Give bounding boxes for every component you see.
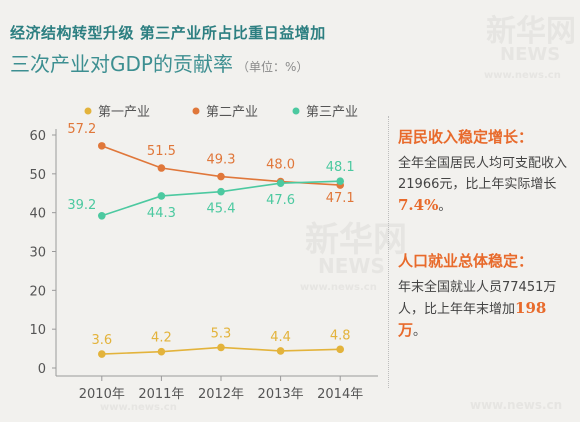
chart-legend: 第一产业 第二产业 第三产业 xyxy=(84,105,358,120)
y-tick-label: 0 xyxy=(38,362,46,377)
x-tick-label: 2012年 xyxy=(198,387,244,402)
data-point xyxy=(217,343,225,352)
employment-highlight: 198万 xyxy=(398,299,547,339)
x-tick-label: 2010年 xyxy=(79,387,125,402)
data-label: 47.6 xyxy=(266,193,295,208)
chart-series: 3.6 4.2 5.3 4.4 4.8 57.2 51.5 49.3 48.0 47.1 39.2 4… xyxy=(67,122,355,358)
legend-marker xyxy=(192,107,200,115)
data-label: 57.2 xyxy=(67,122,96,137)
data-label: 4.2 xyxy=(151,331,172,346)
legend-marker xyxy=(84,107,92,115)
data-label: 47.1 xyxy=(326,191,355,206)
watermark-url: www.news.cn xyxy=(470,398,563,412)
data-label: 49.3 xyxy=(207,153,236,168)
data-point xyxy=(276,347,285,355)
data-point xyxy=(157,164,166,172)
page-title: 经济结构转型升级 第三产业所占比重日益增加 xyxy=(10,24,326,42)
data-label: 45.4 xyxy=(207,202,236,217)
data-point xyxy=(276,179,285,187)
y-tick-label: 10 xyxy=(29,323,46,338)
chart-axes: 0 10 20 30 40 50 60 2010年 2011年 2012年 2013年 2014年 xyxy=(29,129,378,402)
watermark-brand: NEWS xyxy=(500,44,561,65)
legend-label: 第一产业 xyxy=(98,105,150,120)
income-heading: 居民收入稳定增长： xyxy=(398,128,534,146)
income-block: 居民收入稳定增长： 全年全国居民人均可支配收入21966元，比上年实际增长 7.4… xyxy=(398,126,573,217)
data-point xyxy=(157,347,166,356)
y-tick-label: 50 xyxy=(29,168,46,183)
data-point xyxy=(157,192,166,200)
y-tick-label: 30 xyxy=(29,246,46,261)
income-text-b: 。 xyxy=(438,199,452,214)
data-point xyxy=(98,211,106,220)
employment-text-a: 年末全国就业人员77451万人，比上年年末增加 xyxy=(398,280,557,317)
watermark-url: www.news.cn xyxy=(484,70,561,81)
x-tick-label: 2011年 xyxy=(138,387,184,402)
data-label: 5.3 xyxy=(211,326,232,341)
employment-block: 人口就业总体稳定： 年末全国就业人员77451万人，比上年年末增加198万。 xyxy=(398,250,573,342)
data-point xyxy=(98,350,106,358)
y-tick-label: 20 xyxy=(29,284,46,299)
data-label: 4.4 xyxy=(270,330,291,345)
data-point xyxy=(336,345,345,354)
data-label: 3.6 xyxy=(91,333,112,348)
data-label: 4.8 xyxy=(330,328,351,343)
x-tick-label: 2014年 xyxy=(317,387,363,402)
data-point xyxy=(98,142,106,150)
legend-label: 第三产业 xyxy=(306,105,358,120)
data-label: 48.1 xyxy=(326,160,355,175)
income-highlight: 7.4% xyxy=(398,196,439,214)
data-label: 51.5 xyxy=(147,144,176,159)
x-tick-label: 2013年 xyxy=(258,387,304,402)
line-chart: 第一产业 第二产业 第三产业 0 10 20 30 40 50 60 2010年 2011年 2012… xyxy=(29,105,378,402)
chart-title-text: 三次产业对GDP的贡献率 xyxy=(10,52,233,76)
income-text: 全年全国居民人均可支配收入21966元，比上年实际增长 7.4%。 xyxy=(398,153,573,217)
employment-text-b: 。 xyxy=(413,324,427,339)
y-tick-label: 40 xyxy=(29,207,46,222)
chart-title: 三次产业对GDP的贡献率 （单位：%） xyxy=(10,48,308,77)
watermark-logo: 新华网 xyxy=(486,14,576,49)
legend-label: 第二产业 xyxy=(206,105,258,120)
divider xyxy=(388,116,389,388)
data-label: 44.3 xyxy=(147,206,176,221)
employment-heading: 人口就业总体稳定： xyxy=(398,252,534,270)
data-point xyxy=(217,187,225,196)
data-label: 39.2 xyxy=(67,198,96,213)
employment-text: 年末全国就业人员77451万人，比上年年末增加198万。 xyxy=(398,277,573,342)
data-point xyxy=(336,177,345,186)
y-tick-label: 60 xyxy=(29,129,46,144)
income-text-a: 全年全国居民人均可支配收入21966元，比上年实际增长 xyxy=(398,156,568,192)
data-point xyxy=(217,172,225,181)
data-label: 48.0 xyxy=(266,158,295,173)
legend-marker xyxy=(292,107,300,115)
chart-unit: （单位：%） xyxy=(236,60,309,74)
